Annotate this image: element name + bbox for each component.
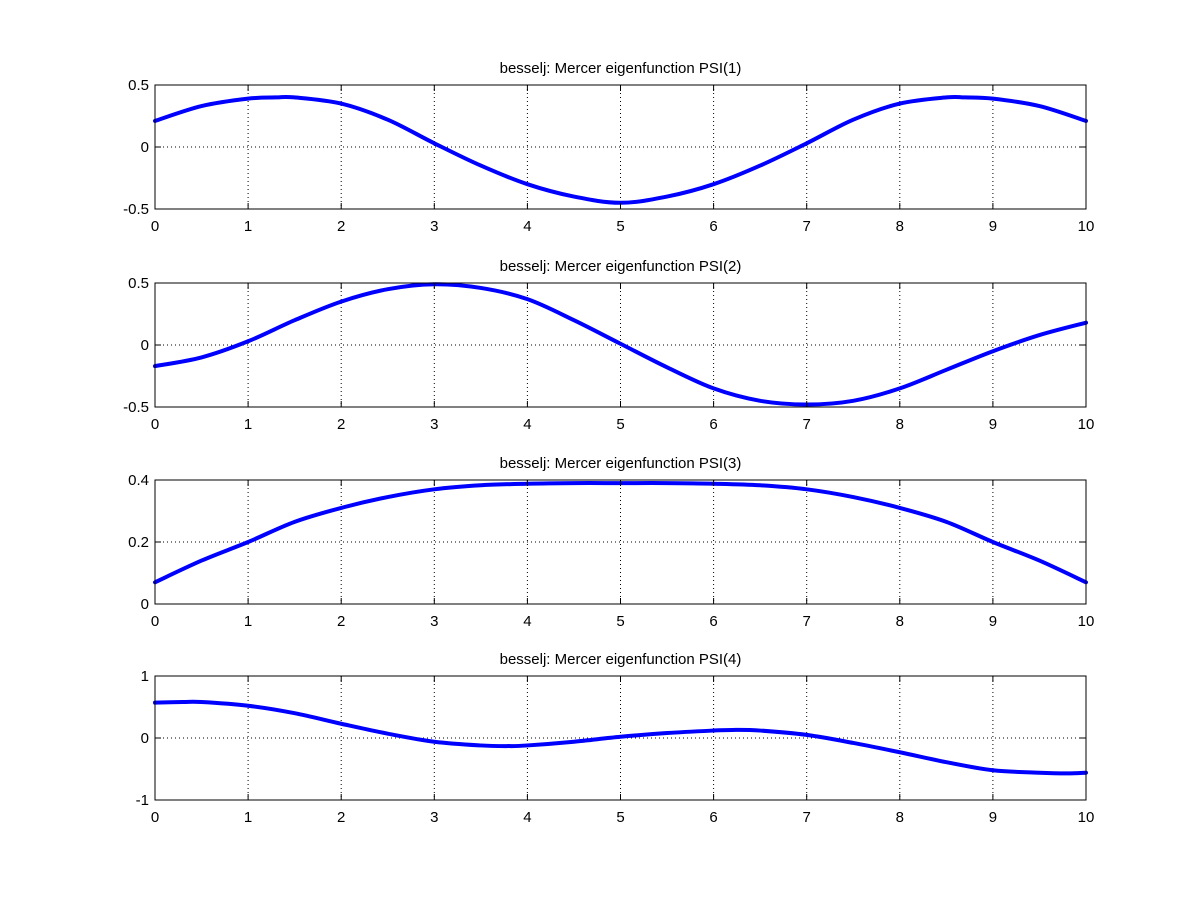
x-tick-label-7: 7: [803, 416, 811, 433]
x-tick-label-10: 10: [1078, 613, 1095, 630]
x-tick-label-3: 3: [430, 613, 438, 630]
x-tick-label-8: 8: [896, 416, 904, 433]
y-tick-label-1: 0: [141, 730, 149, 747]
x-tick-label-4: 4: [523, 416, 531, 433]
x-tick-label-10: 10: [1078, 218, 1095, 235]
x-tick-label-0: 0: [151, 416, 159, 433]
x-tick-label-7: 7: [803, 218, 811, 235]
x-tick-label-2: 2: [337, 416, 345, 433]
x-tick-label-6: 6: [709, 809, 717, 826]
x-tick-label-1: 1: [244, 809, 252, 826]
x-tick-label-2: 2: [337, 218, 345, 235]
x-tick-label-5: 5: [616, 809, 624, 826]
x-tick-label-8: 8: [896, 613, 904, 630]
x-tick-label-6: 6: [709, 613, 717, 630]
x-tick-label-5: 5: [616, 416, 624, 433]
chart-title: besselj: Mercer eigenfunction PSI(2): [500, 258, 742, 275]
x-tick-label-8: 8: [896, 218, 904, 235]
x-tick-label-3: 3: [430, 218, 438, 235]
x-tick-label-1: 1: [244, 218, 252, 235]
x-tick-label-3: 3: [430, 416, 438, 433]
x-tick-label-9: 9: [989, 809, 997, 826]
chart-title: besselj: Mercer eigenfunction PSI(3): [500, 455, 742, 472]
x-tick-label-7: 7: [803, 613, 811, 630]
x-tick-label-3: 3: [430, 809, 438, 826]
x-tick-label-10: 10: [1078, 416, 1095, 433]
y-tick-label-2: 0.4: [128, 472, 149, 489]
x-tick-label-2: 2: [337, 809, 345, 826]
x-tick-label-10: 10: [1078, 809, 1095, 826]
series-line-1: [153, 699, 1088, 776]
x-tick-label-7: 7: [803, 809, 811, 826]
y-tick-label-1: 0.2: [128, 534, 149, 551]
x-tick-label-9: 9: [989, 218, 997, 235]
y-tick-label-2: 0.5: [128, 275, 149, 292]
y-tick-label-2: 0.5: [128, 77, 149, 94]
x-tick-label-0: 0: [151, 613, 159, 630]
y-tick-label-1: 0: [141, 337, 149, 354]
x-tick-label-6: 6: [709, 416, 717, 433]
x-tick-label-5: 5: [616, 218, 624, 235]
x-tick-label-2: 2: [337, 613, 345, 630]
x-tick-label-1: 1: [244, 416, 252, 433]
y-tick-label-2: 1: [141, 668, 149, 685]
y-tick-label-0: -1: [136, 792, 149, 809]
x-tick-label-6: 6: [709, 218, 717, 235]
series-line-1: [153, 282, 1088, 407]
x-tick-label-5: 5: [616, 613, 624, 630]
y-tick-label-0: -0.5: [123, 201, 149, 218]
x-tick-label-4: 4: [523, 613, 531, 630]
x-tick-label-9: 9: [989, 416, 997, 433]
x-tick-label-0: 0: [151, 809, 159, 826]
subplot-3: 0 1 2 3 4 5 6 7 8 9 10 0 0.2 0.4 besselj: Mercer eigen…: [128, 455, 1094, 630]
x-tick-label-9: 9: [989, 613, 997, 630]
y-tick-label-1: 0: [141, 139, 149, 156]
chart-title: besselj: Mercer eigenfunction PSI(4): [500, 651, 742, 668]
y-tick-label-0: -0.5: [123, 399, 149, 416]
x-tick-label-0: 0: [151, 218, 159, 235]
x-tick-label-1: 1: [244, 613, 252, 630]
x-tick-label-4: 4: [523, 218, 531, 235]
chart-title: besselj: Mercer eigenfunction PSI(1): [500, 60, 742, 77]
series-line-1: [153, 94, 1088, 205]
x-tick-label-4: 4: [523, 809, 531, 826]
y-tick-label-0: 0: [141, 596, 149, 613]
x-tick-label-8: 8: [896, 809, 904, 826]
